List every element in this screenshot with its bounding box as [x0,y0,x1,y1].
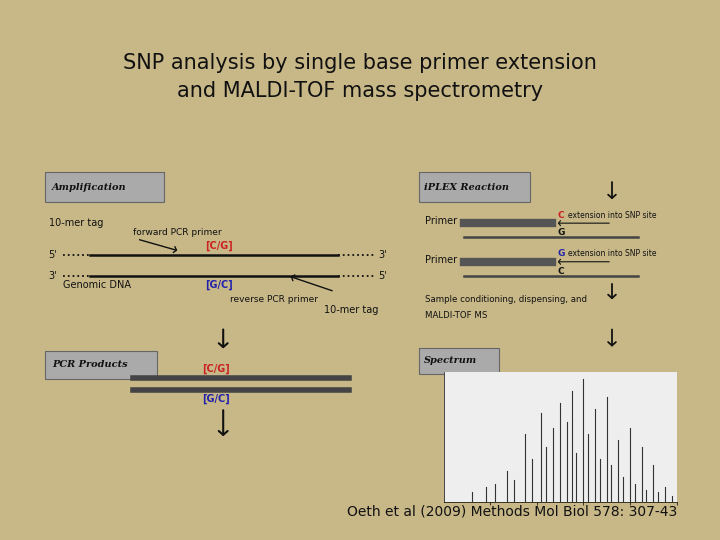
FancyBboxPatch shape [419,348,499,374]
Text: iPLEX Reaction: iPLEX Reaction [424,183,509,192]
Text: 5': 5' [48,249,58,260]
Text: G: G [557,228,565,238]
Text: Spectrum: Spectrum [424,356,477,365]
Text: Oeth et al (2009) Methods Mol Biol 578: 307-43: Oeth et al (2009) Methods Mol Biol 578: … [346,504,677,518]
Text: 10-mer tag: 10-mer tag [324,305,379,315]
Text: [G/C]: [G/C] [205,279,233,289]
Text: forward PCR primer: forward PCR primer [133,228,222,237]
Text: Amplification: Amplification [52,183,127,192]
Text: 3': 3' [378,249,387,260]
Text: Genomic DNA: Genomic DNA [63,280,131,290]
Text: PCR Products: PCR Products [52,360,128,369]
Text: SNP analysis by single base primer extension
and MALDI-TOF mass spectrometry: SNP analysis by single base primer exten… [123,53,597,102]
Text: 3': 3' [48,271,57,281]
Text: [G/C]: [G/C] [202,393,230,404]
Text: Primer: Primer [426,255,457,265]
Text: [C/G]: [C/G] [202,364,230,374]
Text: reverse PCR primer: reverse PCR primer [230,295,318,304]
FancyBboxPatch shape [419,172,531,202]
Text: G: G [557,249,565,258]
Text: Primer: Primer [426,217,457,226]
Text: extension into SNP site: extension into SNP site [568,249,657,259]
Text: C: C [557,211,564,220]
Text: Sample conditioning, dispensing, and: Sample conditioning, dispensing, and [426,295,588,304]
Text: [C/G]: [C/G] [205,241,233,251]
Text: 5': 5' [378,271,387,281]
Text: MALDI-TOF MS: MALDI-TOF MS [426,311,487,320]
Text: extension into SNP site: extension into SNP site [568,211,657,220]
Text: 10-mer tag: 10-mer tag [48,218,103,228]
FancyBboxPatch shape [45,172,164,202]
FancyBboxPatch shape [45,350,157,379]
Text: C: C [557,267,564,276]
